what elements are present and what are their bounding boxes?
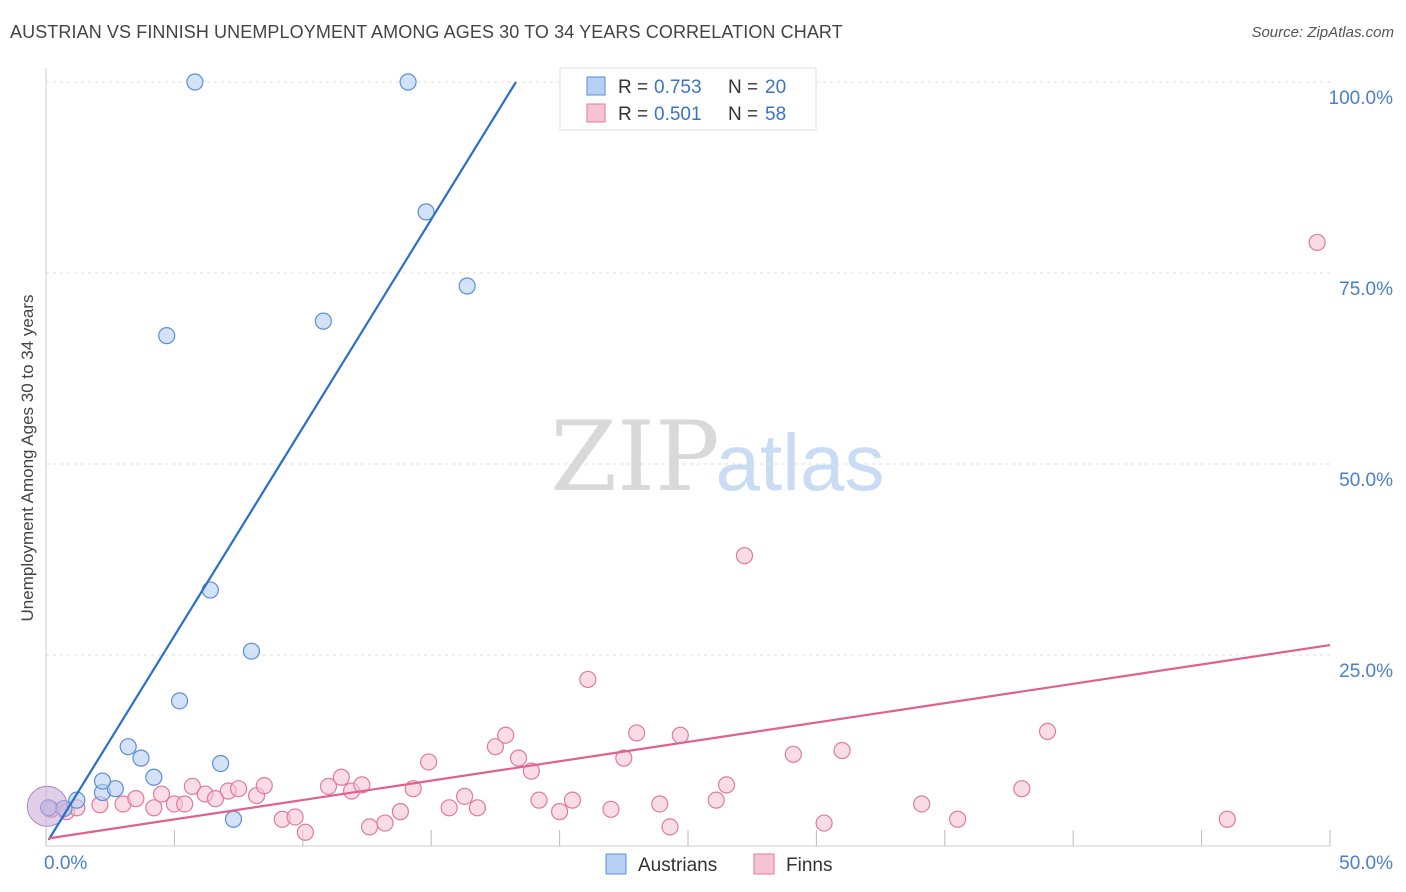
data-point-finns [550,803,569,821]
legend-stats: R = 0.753 N = 20 R = 0.501 N = 58 [559,67,817,131]
data-point-finns [1218,810,1236,828]
data-point-finns [353,776,371,794]
data-point-austrians [132,749,150,767]
data-point-finns [628,724,646,742]
axes [45,68,1331,847]
data-point-finns [455,787,474,805]
data-point-finns [332,768,350,786]
data-point-finns [376,814,394,832]
data-point-austrians [158,327,176,345]
legend-swatch-finns [586,103,606,123]
data-point-finns [420,753,438,771]
grid [46,81,1330,656]
data-point-austrians [314,312,332,330]
y-tick-label: 100.0% [1329,88,1394,109]
data-point-finns [319,777,338,796]
data-point-cluster [26,785,68,827]
legend-n-value: 58 [765,104,786,125]
legend-item-swatch-finns [753,853,775,875]
y-tick-label: 25.0% [1339,661,1393,682]
data-point-finns [784,745,802,763]
data-point-finns [563,791,582,809]
data-point-finns [183,777,201,796]
data-point-finns [255,777,273,795]
legend-n-label: N = [728,104,758,125]
data-point-finns [486,738,504,756]
legend-r-value: 0.501 [654,104,702,125]
data-point-austrians [186,73,204,91]
data-point-austrians [201,581,219,599]
data-point-austrians [212,754,230,773]
data-point-finns [509,749,528,767]
data-point-finns [440,799,458,817]
data-point-finns [602,800,620,818]
x-tick-label: 50.0% [1339,853,1393,874]
data-point-finns [206,790,225,808]
data-point-finns [230,780,248,798]
data-point-austrians [242,642,261,660]
points [26,73,1326,841]
legend-r-label: R = [618,77,648,98]
legend-r-value: 0.753 [654,77,702,98]
data-point-finns [152,785,171,803]
data-point-finns [296,823,314,841]
legend-n-label: N = [728,77,758,98]
source-label: Source: ZipAtlas.com [1251,24,1394,41]
data-point-austrians [170,692,189,710]
data-point-finns [615,749,633,767]
data-point-austrians [417,203,435,221]
legend-item-label-finns: Finns [786,855,832,876]
chart-title: AUSTRIAN VS FINNISH UNEMPLOYMENT AMONG A… [10,22,843,42]
data-point-finns [949,810,967,828]
data-point-finns [735,547,754,565]
data-point-finns [833,741,851,760]
data-point-finns [391,803,409,821]
data-point-finns [286,808,304,826]
data-point-finns [1038,722,1057,741]
data-point-finns [530,791,548,809]
data-point-finns [707,791,725,809]
trend-lines [47,81,1331,841]
data-point-finns [651,795,669,813]
tick-labels: 100.0% 75.0% 50.0% 25.0% 0.0% 50.0% [44,88,1393,874]
legend-r-label: R = [618,104,648,125]
data-point-austrians [145,768,163,786]
y-tick-label: 75.0% [1339,279,1393,300]
data-point-finns [360,818,379,836]
data-point-finns [497,726,515,744]
data-point-finns [671,726,689,744]
data-point-finns [717,776,736,794]
legend-bottom: Austrians Finns [605,853,832,876]
data-point-finns [176,795,194,813]
data-point-finns [127,790,145,808]
data-point-austrians [224,810,243,828]
data-point-finns [145,799,163,817]
data-point-austrians [119,738,137,756]
data-point-austrians [458,277,476,295]
data-point-finns [1308,233,1326,252]
data-point-finns [1013,780,1031,798]
trend-line-finns [48,643,1331,840]
legend-swatch-austrians [586,76,606,96]
x-tick-label: 0.0% [44,853,87,874]
watermark: ZIP atlas [550,401,884,513]
y-tick-label: 50.0% [1339,470,1393,491]
watermark-atlas: atlas [716,418,885,507]
legend-n-value: 20 [765,77,786,98]
data-point-austrians [106,780,124,798]
legend-item-swatch-austrians [605,853,627,875]
legend-item-label-austrians: Austrians [638,855,717,876]
data-point-finns [468,799,487,817]
data-point-austrians [399,73,417,91]
data-point-finns [913,795,931,813]
watermark-zip: ZIP [550,401,719,513]
data-point-finns [579,670,597,689]
data-point-austrians [93,772,112,790]
data-point-finns [661,818,679,836]
data-point-finns [815,814,833,832]
trend-line-austrians [47,81,517,841]
